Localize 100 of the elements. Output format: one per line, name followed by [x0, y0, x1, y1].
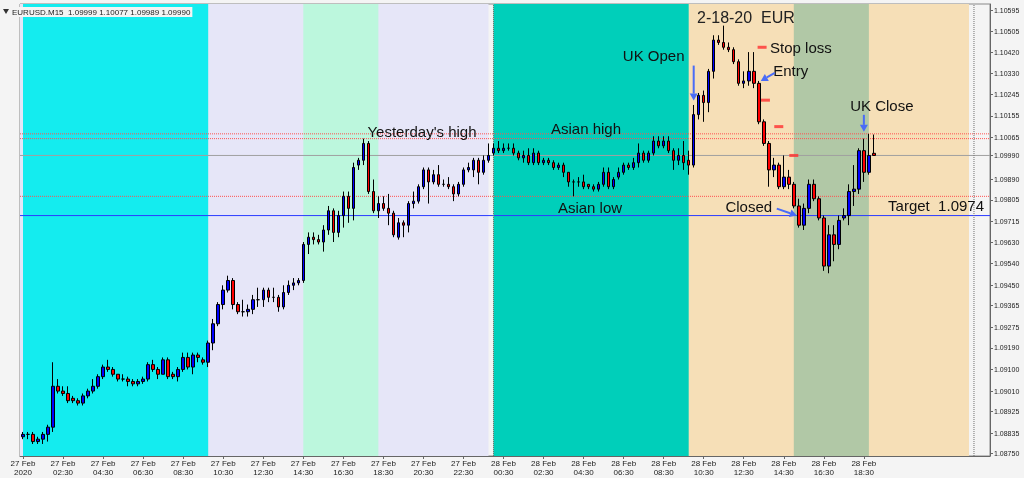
candlestick — [622, 162, 625, 176]
candlestick — [452, 183, 455, 202]
candlestick — [357, 157, 360, 171]
candlestick — [682, 140, 685, 171]
candlestick — [392, 210, 395, 238]
candlestick — [642, 150, 645, 164]
x-tick-label: 27 Feb 08:30 — [170, 459, 197, 477]
candlestick — [737, 58, 740, 87]
candlestick — [272, 287, 275, 303]
candlestick — [632, 157, 635, 171]
candlestick — [592, 183, 595, 193]
candlestick — [677, 147, 680, 166]
x-tick-label: 28 Feb 00:30 — [491, 459, 517, 477]
annotation: Asian low — [557, 199, 623, 216]
candlestick — [322, 224, 325, 253]
candlestick — [597, 181, 600, 193]
x-tick-label: 28 Feb 04:30 — [571, 459, 597, 477]
candlestick — [256, 287, 260, 308]
candlestick — [687, 150, 690, 176]
candlestick — [652, 135, 655, 156]
candlestick — [422, 166, 425, 190]
candlestick — [467, 162, 470, 173]
chart-title: 2-18-20 EUR — [697, 8, 795, 26]
candlestick — [517, 150, 520, 161]
candlestick — [282, 284, 285, 310]
x-tick-label: 28 Feb 12:30 — [731, 459, 757, 477]
candlestick — [742, 70, 745, 89]
candlestick — [627, 162, 630, 171]
candlestick — [547, 157, 550, 166]
candlestick — [712, 34, 715, 80]
candlestick — [397, 217, 400, 241]
candlestick — [372, 179, 375, 214]
candlestick — [492, 142, 495, 156]
candlestick — [472, 157, 475, 178]
candlestick — [717, 34, 720, 46]
candlestick — [21, 431, 25, 440]
x-tick-label: 28 Feb 14:30 — [771, 459, 797, 477]
candlestick — [287, 279, 290, 296]
candlestick — [367, 140, 370, 195]
x-tick-label: 28 Feb 10:30 — [691, 459, 717, 477]
candlestick — [537, 150, 540, 166]
candlestick — [337, 210, 340, 238]
candlestick — [297, 277, 300, 286]
candlestick — [382, 195, 385, 212]
x-tick-label: 28 Feb 08:30 — [651, 459, 677, 477]
candlestick — [542, 157, 545, 166]
candlestick — [502, 142, 505, 154]
candlestick — [262, 287, 265, 308]
candlestick — [427, 166, 430, 205]
annotation: Asian high — [550, 120, 622, 137]
x-tick-label: 27 Feb 22:30 — [451, 459, 477, 477]
candlestick — [352, 162, 355, 221]
annotation: UK Open — [622, 47, 685, 65]
candlestick — [607, 166, 610, 190]
candlestick — [707, 68, 710, 113]
candlestick — [432, 169, 435, 185]
candlestick — [602, 166, 605, 188]
candlestick — [527, 147, 530, 166]
annotation: Closed — [725, 198, 773, 216]
candlestick — [692, 104, 695, 168]
x-tick-label: 27 Feb 04:30 — [90, 459, 117, 477]
candlestick — [637, 142, 640, 168]
x-tick-label: 27 Feb 14:30 — [290, 459, 317, 477]
ref-line-label: Target 1.0974 — [888, 196, 984, 214]
candlestick — [307, 231, 310, 255]
candlestick — [327, 205, 330, 236]
candlestick — [732, 46, 735, 65]
candlestick — [482, 154, 485, 176]
candlestick — [672, 147, 675, 171]
annotation: Entry — [773, 62, 809, 80]
x-tick-label: 28 Feb 06:30 — [611, 459, 637, 477]
chart-subtitle: EURUSD.M15 1.09999 1.10077 1.09989 1.09990 — [12, 7, 191, 17]
candlestick — [497, 140, 500, 154]
candlestick — [332, 207, 335, 243]
x-tick-label: 27 Feb 16:30 — [330, 459, 357, 477]
candlestick — [277, 294, 280, 313]
candlestick — [557, 162, 560, 171]
candlestick — [267, 287, 270, 303]
candlestick — [407, 200, 410, 233]
candlestick — [662, 135, 665, 149]
candlestick — [532, 147, 535, 166]
candlestick — [317, 234, 320, 245]
candlestick — [487, 142, 490, 164]
candlestick — [292, 277, 295, 291]
candlestick — [582, 174, 585, 190]
candlestick — [512, 142, 515, 156]
candlestick — [572, 179, 575, 197]
annotation: Stop loss — [770, 38, 832, 56]
candlestick — [587, 183, 590, 190]
candlestick — [647, 150, 650, 164]
candlestick — [347, 191, 350, 224]
candlestick — [417, 183, 420, 205]
candlestick — [387, 193, 390, 226]
candlestick — [342, 191, 345, 229]
x-tick-label: 27 Feb 06:30 — [130, 459, 157, 477]
candlestick — [377, 195, 380, 219]
annotation: Yesterday's high — [367, 123, 477, 140]
x-tick-label: 27 Feb 10:30 — [210, 459, 237, 477]
candlestick — [412, 191, 415, 209]
candlestick — [312, 231, 315, 245]
